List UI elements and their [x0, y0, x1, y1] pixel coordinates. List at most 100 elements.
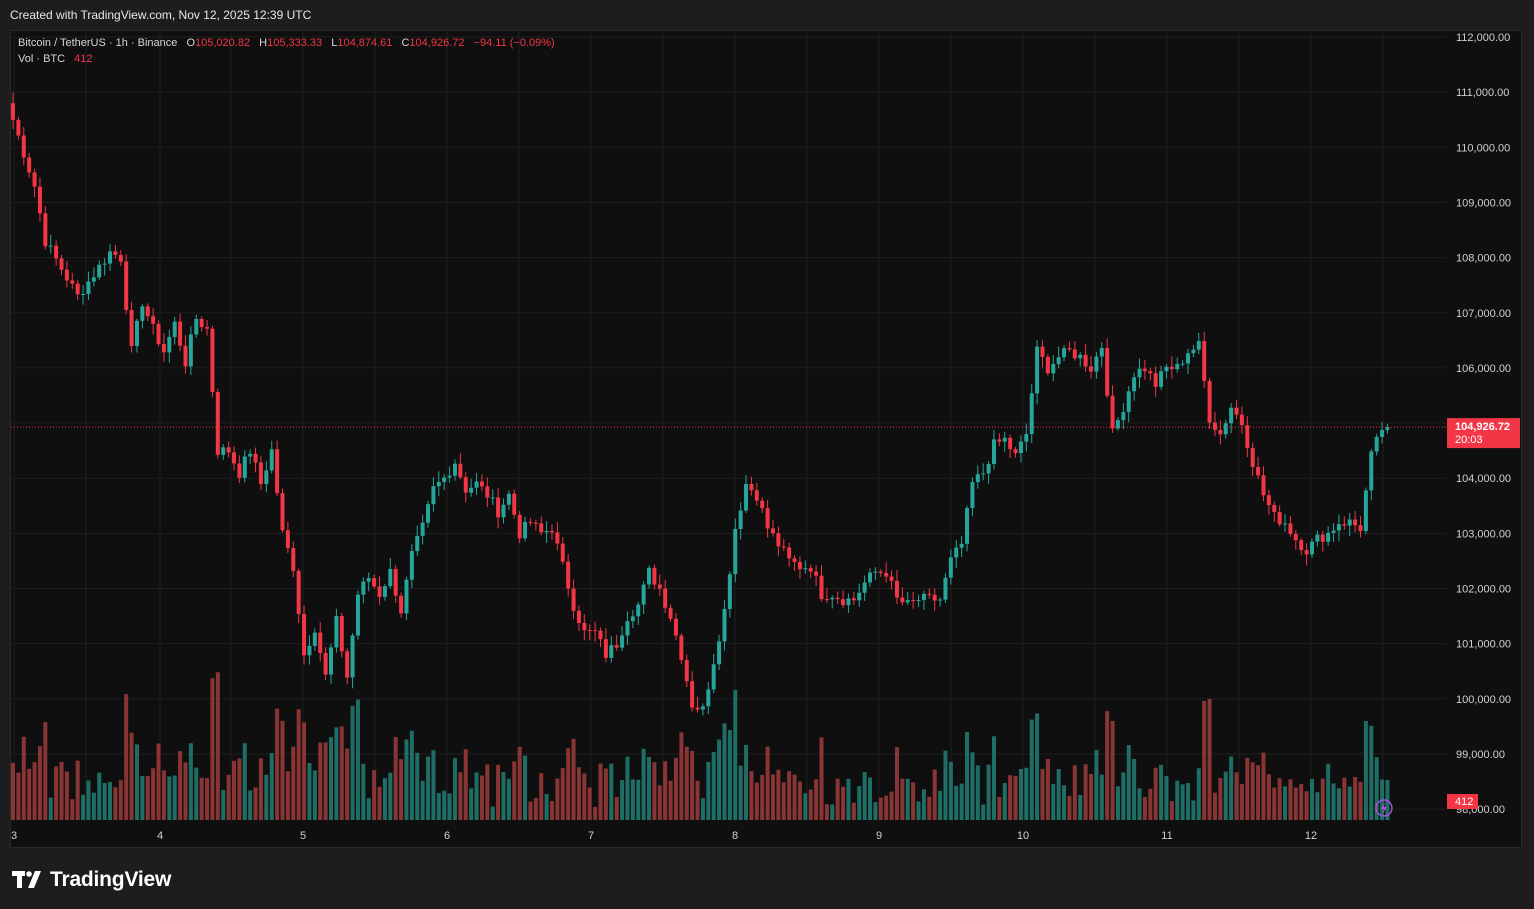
volume-bar	[1137, 788, 1142, 820]
volume-bar	[1331, 783, 1336, 820]
volume-bar	[1121, 772, 1126, 820]
candle-body	[479, 481, 484, 487]
volume-bar	[1304, 791, 1309, 820]
volume-bar	[291, 746, 296, 820]
candle-body	[1002, 437, 1007, 442]
volume-bar	[981, 804, 986, 820]
created-with-text: Created with TradingView.com, Nov 12, 20…	[10, 8, 312, 22]
volume-bar	[1040, 768, 1045, 820]
candle-body	[533, 522, 538, 524]
volume-bar	[469, 788, 474, 820]
candle-body	[948, 557, 953, 578]
candle-body	[512, 493, 517, 515]
volume-bar	[948, 761, 953, 820]
candle-body	[566, 561, 571, 589]
volume-bar	[1223, 771, 1228, 820]
candle-body	[221, 447, 226, 455]
volume-bar	[1191, 800, 1196, 820]
volume-tag-label: 412	[1455, 796, 1473, 808]
candle-body	[1169, 366, 1174, 370]
candle-body	[452, 463, 457, 476]
volume-label[interactable]: Vol · BTC	[18, 53, 66, 65]
volume-bar	[75, 760, 80, 820]
candle-body	[32, 172, 37, 187]
candle-body	[415, 535, 420, 552]
footer-brand: TradingView	[12, 866, 171, 894]
candle-body	[1115, 420, 1120, 429]
volume-bar	[938, 790, 943, 820]
volume-bar	[1148, 788, 1153, 820]
symbol-description[interactable]: Bitcoin / TetherUS · 1h · Binance	[18, 37, 178, 49]
candle-body	[258, 462, 263, 485]
low-value: 104,874.61	[337, 37, 393, 49]
volume-bar	[264, 774, 269, 820]
volume-bar	[258, 758, 263, 820]
volume-bar	[1320, 778, 1325, 820]
chart-pane[interactable]	[10, 30, 1522, 848]
candle-body	[560, 543, 565, 562]
candle-body	[1105, 348, 1110, 396]
volume-bar	[1035, 713, 1040, 820]
volume-bar	[1261, 752, 1266, 820]
candle-body	[894, 580, 899, 598]
candle-body	[673, 618, 678, 636]
candle-body	[463, 477, 468, 493]
time-tick-label: 11	[1161, 830, 1172, 842]
candle-body	[226, 447, 231, 453]
volume-bar	[749, 771, 754, 820]
candle-body	[884, 572, 889, 577]
candle-body	[205, 327, 210, 329]
price-tick-label: 107,000.00	[1456, 308, 1511, 320]
volume-bar	[409, 730, 414, 820]
volume-bar	[700, 798, 705, 820]
volume-bar	[1072, 765, 1077, 820]
volume-bar	[878, 797, 883, 820]
candle-body	[490, 497, 495, 499]
candle-body	[291, 548, 296, 571]
volume-bar	[808, 789, 813, 820]
volume-bar	[372, 770, 377, 820]
candle-body	[86, 281, 91, 294]
volume-bar	[571, 738, 576, 820]
candle-body	[927, 593, 932, 595]
candle-body	[1256, 466, 1261, 476]
volume-bar	[1018, 768, 1023, 820]
volume-bar	[636, 779, 641, 820]
volume-bar	[221, 790, 226, 820]
volume-bar	[754, 782, 759, 820]
volume-bar	[506, 778, 511, 820]
candle-body	[393, 569, 398, 596]
close-label: C	[401, 37, 410, 49]
volume-bar	[582, 773, 587, 820]
candle-body	[889, 576, 894, 581]
candle-body	[603, 639, 608, 658]
candle-body	[102, 263, 107, 265]
lightning-icon[interactable]	[1375, 799, 1393, 817]
candle-body	[1180, 363, 1185, 365]
volume-bar	[280, 720, 285, 820]
candle-body	[1029, 393, 1034, 435]
time-axis[interactable]: 3 4 5 6 7 8 9 10 11 12	[11, 830, 1317, 842]
volume-bar	[81, 794, 86, 820]
price-tick-label: 108,000.00	[1456, 253, 1511, 265]
volume-bar	[1363, 720, 1368, 820]
volume-bar	[846, 778, 851, 820]
candle-body	[911, 600, 916, 602]
candle-body	[11, 103, 15, 120]
volume-bar	[954, 785, 959, 820]
candle-body	[231, 452, 236, 464]
candle-body	[156, 323, 161, 345]
volume-bar	[490, 806, 495, 820]
volume-bar	[512, 761, 517, 820]
volume-bar	[1239, 783, 1244, 820]
candle-body	[237, 463, 242, 478]
candle-body	[1272, 505, 1277, 512]
candle-body	[776, 533, 781, 547]
candle-body	[900, 597, 905, 603]
volume-bar	[841, 786, 846, 820]
volume-bar	[727, 730, 732, 820]
volume-bar	[167, 776, 172, 820]
volume-bar	[501, 772, 506, 820]
price-tick-label: 100,000.00	[1456, 694, 1511, 706]
